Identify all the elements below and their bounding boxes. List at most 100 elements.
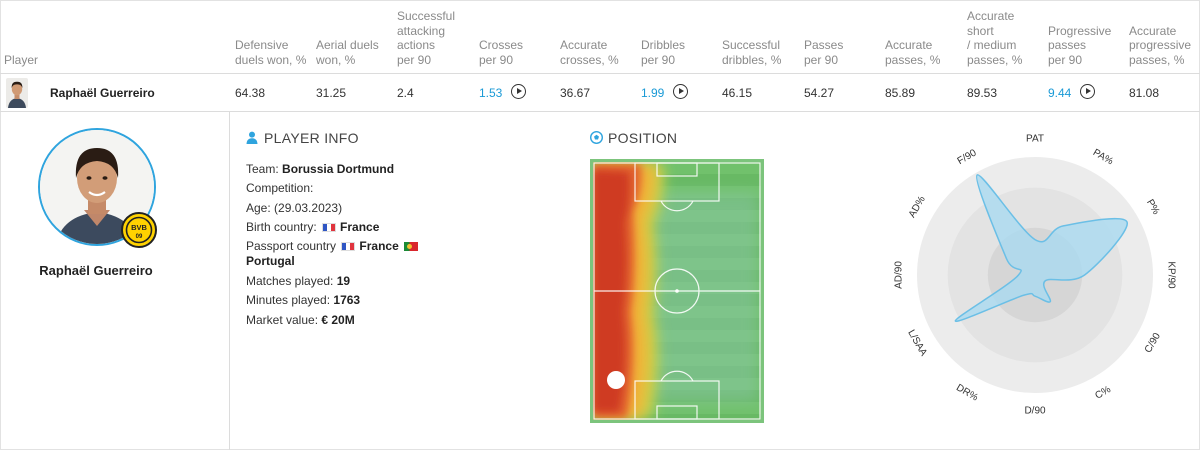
radar-axis-label: AD/90	[894, 261, 905, 289]
profile-name: Raphaël Guerreiro	[39, 263, 153, 278]
info-age-label: Age:	[246, 201, 271, 215]
info-minutes-label: Minutes played:	[246, 293, 331, 307]
header-col-text: short	[967, 23, 994, 38]
radar-axis-label: PAT	[1026, 134, 1044, 145]
info-matches: Matches played: 19	[246, 274, 350, 288]
info-passport-country-2: Portugal	[246, 254, 295, 268]
player-info-title: PLAYER INFO	[246, 130, 359, 146]
table-header: Player Defensive duels won, % Aerial duels…	[0, 0, 1200, 74]
stat-value: 2.4	[397, 86, 414, 100]
header-col-text: per 90	[1048, 52, 1083, 67]
france-flag-icon	[341, 242, 356, 251]
table-row[interactable]: Raphaël Guerreiro 64.38 31.25 2.4 1.53 36.67…	[0, 74, 1200, 112]
header-col-9[interactable]: Accurate passes, %	[885, 38, 940, 67]
header-col-6[interactable]: Dribbles per 90	[641, 38, 685, 67]
header-col-12[interactable]: Accurate progressive passes, %	[1129, 24, 1191, 68]
info-age: Age: (29.03.2023)	[246, 201, 342, 215]
radar-shape	[954, 174, 1128, 322]
stat-value: 36.67	[560, 86, 591, 100]
stat-value: 89.53	[967, 86, 998, 100]
header-col-text: duels won, %	[235, 52, 307, 67]
info-matches-label: Matches played:	[246, 274, 334, 288]
header-col-text: Accurate	[1129, 23, 1177, 38]
header-col-text: Defensive	[235, 38, 289, 52]
header-col-text: Crosses	[479, 38, 524, 52]
header-col-text: Accurate	[967, 9, 1015, 23]
info-team-value: Borussia Dortmund	[282, 162, 395, 176]
header-col-text: actions	[397, 38, 436, 52]
radar-axis-label: D/90	[1024, 406, 1046, 417]
stat-value[interactable]: 1.53	[479, 86, 503, 100]
radar-axis-label: L/SAA	[905, 328, 929, 358]
header-col-text: crosses, %	[560, 52, 619, 67]
header-col-text: dribbles, %	[722, 52, 782, 67]
header-col-5[interactable]: Accurate crosses, %	[560, 38, 619, 67]
header-col-7[interactable]: Successful dribbles, %	[722, 38, 781, 67]
info-birth-value: France	[340, 220, 380, 234]
radar-axis-label: F/90	[956, 147, 979, 167]
play-video-icon[interactable]	[511, 84, 526, 99]
info-age-value: (29.03.2023)	[274, 201, 343, 215]
header-col-11[interactable]: Progressive passes per 90	[1048, 24, 1111, 68]
stat-value[interactable]: 9.44	[1048, 86, 1072, 100]
stat-value: 54.27	[804, 86, 835, 100]
header-col-text: per 90	[397, 52, 432, 67]
header-col-text: passes, %	[1129, 52, 1185, 67]
radar-axis-label: C%	[1093, 384, 1113, 402]
player-avatar	[38, 128, 156, 246]
radar-chart: PAT PA% P% KP/90 C/90 C% D/90 DR% L/SAA AD/90 AD% F…	[870, 120, 1190, 445]
header-col-10[interactable]: Accurate short / medium passes, %	[967, 9, 1022, 67]
header-col-text: per 90	[804, 52, 839, 67]
info-market-label: Market value:	[246, 313, 319, 327]
badge-number: 09	[136, 234, 143, 240]
header-col-8[interactable]: Passes per 90	[804, 38, 843, 67]
radar-axis-label: C/90	[1143, 331, 1163, 355]
club-badge-icon: BVB 09	[121, 212, 157, 248]
player-name-link[interactable]: Raphaël Guerreiro	[50, 86, 155, 100]
header-col-text: Aerial duels	[316, 38, 379, 52]
header-col-3[interactable]: Successful attacking actions per 90	[397, 9, 455, 67]
info-passport-value-1: France	[359, 239, 399, 253]
header-col-text: Successful	[722, 38, 781, 52]
header-col-text: per 90	[479, 52, 514, 67]
info-passport-label: Passport country	[246, 239, 337, 253]
radar-axis-label: PA%	[1091, 147, 1115, 167]
header-col-text: attacking	[397, 23, 446, 38]
position-title: POSITION	[589, 130, 678, 146]
header-col-4[interactable]: Crosses per 90	[479, 38, 523, 67]
header-col-1[interactable]: Defensive duels won, %	[235, 38, 306, 67]
portugal-flag-icon	[404, 242, 419, 251]
info-competition-label: Competition:	[246, 181, 314, 195]
header-col-text: Successful	[397, 9, 456, 23]
header-player[interactable]: Player	[4, 52, 39, 67]
header-col-text: passes	[1048, 38, 1087, 52]
info-passport-value-2: Portugal	[246, 254, 295, 268]
header-col-text: won, %	[316, 52, 356, 67]
stat-value: 46.15	[722, 86, 753, 100]
header-col-text: passes, %	[967, 52, 1023, 67]
stat-value[interactable]: 1.99	[641, 86, 665, 100]
header-col-text: Accurate	[560, 38, 608, 52]
player-thumbnail	[6, 78, 28, 108]
stat-value: 81.08	[1129, 86, 1160, 100]
header-col-text: Progressive	[1048, 23, 1112, 38]
play-video-icon[interactable]	[673, 84, 688, 99]
radar-axis-label: KP/90	[1165, 261, 1176, 289]
info-matches-value: 19	[336, 274, 351, 288]
header-col-text: Accurate	[885, 38, 933, 52]
info-team-label: Team:	[246, 162, 279, 176]
radar-axis-label: AD%	[907, 194, 928, 219]
stat-value: 64.38	[235, 86, 266, 100]
france-flag-icon	[322, 223, 337, 232]
header-col-text: Passes	[804, 38, 844, 52]
position-marker	[607, 371, 625, 389]
info-market-value: Market value: € 20M	[246, 313, 355, 327]
play-video-icon[interactable]	[1080, 84, 1095, 99]
user-icon	[246, 131, 258, 144]
column-divider	[229, 112, 230, 450]
position-title-text: POSITION	[608, 130, 678, 146]
info-market-value: € 20M	[321, 313, 355, 327]
header-col-text: Dribbles	[641, 38, 686, 52]
info-competition: Competition:	[246, 181, 313, 195]
header-col-2[interactable]: Aerial duels won, %	[316, 38, 379, 67]
